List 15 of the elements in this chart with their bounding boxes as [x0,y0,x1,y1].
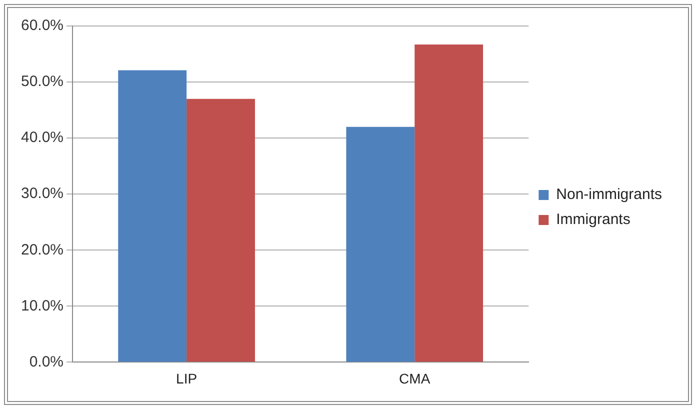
legend-label: Immigrants [556,211,630,228]
x-tick-label: LIP [176,370,198,386]
bar [414,44,484,362]
legend-label: Non-immigrants [556,186,662,204]
y-tick-label: 20.0% [20,241,64,258]
y-tick-label: 30.0% [20,185,64,202]
x-tick-label: CMA [399,370,431,386]
bar [118,70,187,362]
bar [186,98,255,362]
y-tick-label: 40.0% [20,129,64,146]
y-tick-label: 0.0% [29,353,64,370]
bar [346,126,415,362]
y-tick-label: 10.0% [20,297,64,314]
y-tick-label: 60.0% [20,17,64,34]
y-tick-label: 50.0% [20,73,64,90]
